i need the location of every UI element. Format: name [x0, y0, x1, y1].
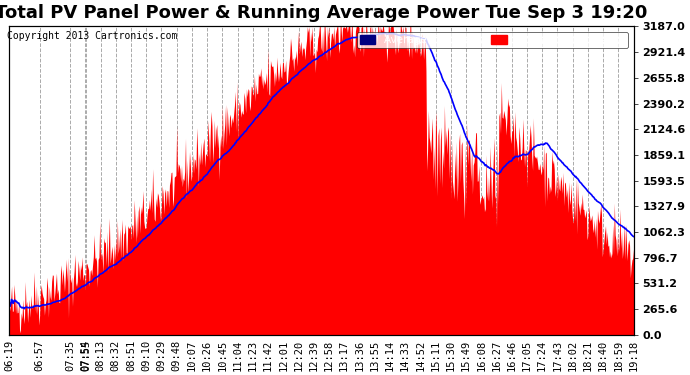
Legend: Average (DC Watts), PV Panels (DC Watts): Average (DC Watts), PV Panels (DC Watts) [357, 32, 629, 48]
Title: Total PV Panel Power & Running Average Power Tue Sep 3 19:20: Total PV Panel Power & Running Average P… [0, 4, 647, 22]
Text: Copyright 2013 Cartronics.com: Copyright 2013 Cartronics.com [7, 32, 177, 41]
